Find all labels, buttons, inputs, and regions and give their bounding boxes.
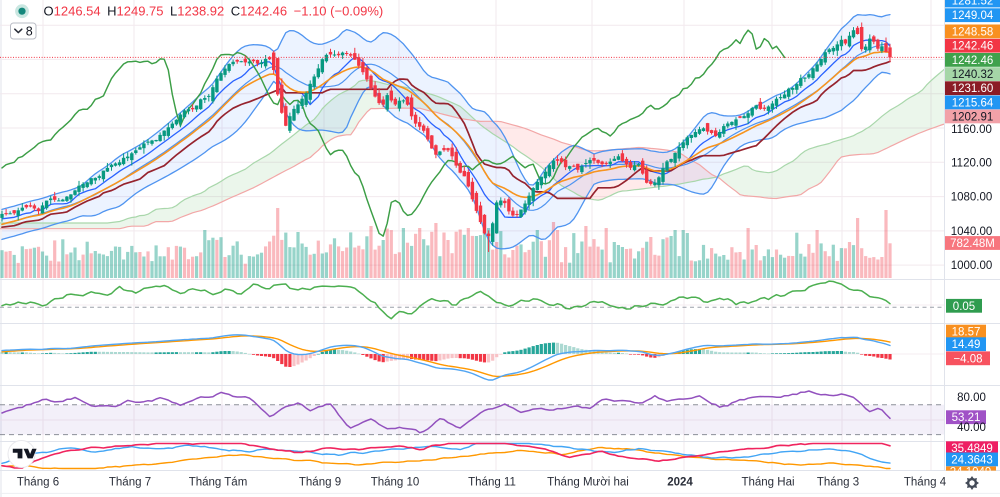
svg-text:1160.00: 1160.00 <box>951 124 992 136</box>
svg-text:1248.58: 1248.58 <box>952 26 994 38</box>
svg-text:8: 8 <box>26 25 33 39</box>
svg-text:Tháng 6: Tháng 6 <box>17 477 59 489</box>
svg-text:1231.60: 1231.60 <box>952 83 994 95</box>
svg-text:1120.00: 1120.00 <box>951 157 992 169</box>
svg-text:53.21: 53.21 <box>952 412 981 424</box>
svg-text:1215.64: 1215.64 <box>952 97 994 109</box>
svg-text:Tháng 11: Tháng 11 <box>468 477 516 489</box>
svg-text:1242.46: 1242.46 <box>952 55 994 67</box>
svg-text:24.1049: 24.1049 <box>950 467 992 479</box>
svg-text:O1246.54 H1249.75 L1238.92 C12: O1246.54 H1249.75 L1238.92 C1242.46 −1.1… <box>44 3 384 18</box>
svg-text:1240.32: 1240.32 <box>952 69 994 81</box>
svg-text:1202.91: 1202.91 <box>952 111 994 123</box>
svg-text:Tháng 10: Tháng 10 <box>371 477 420 489</box>
svg-text:24.3643: 24.3643 <box>951 454 993 466</box>
svg-text:18.57: 18.57 <box>952 327 981 339</box>
svg-text:80.00: 80.00 <box>957 392 986 404</box>
svg-text:Tháng Hai: Tháng Hai <box>741 477 794 489</box>
svg-text:14.49: 14.49 <box>952 339 981 351</box>
svg-text:Tháng Mười hai: Tháng Mười hai <box>547 477 629 489</box>
svg-text:−4.08: −4.08 <box>953 353 982 365</box>
svg-text:1080.00: 1080.00 <box>951 192 993 204</box>
svg-text:1281.52: 1281.52 <box>952 0 994 8</box>
svg-text:Tháng Tám: Tháng Tám <box>189 477 248 489</box>
svg-text:1040.00: 1040.00 <box>951 226 993 238</box>
svg-text:Tháng 3: Tháng 3 <box>817 477 859 489</box>
svg-text:2024: 2024 <box>667 477 693 489</box>
svg-text:1242.46: 1242.46 <box>952 41 994 53</box>
svg-text:0.05: 0.05 <box>953 301 975 313</box>
svg-text:Tháng 7: Tháng 7 <box>109 477 151 489</box>
svg-text:1249.04: 1249.04 <box>952 10 994 22</box>
svg-text:40.00: 40.00 <box>957 422 986 434</box>
svg-text:Tháng 9: Tháng 9 <box>299 477 341 489</box>
svg-text:35.4849: 35.4849 <box>951 443 993 455</box>
svg-text:782.48M: 782.48M <box>950 238 995 250</box>
svg-text:Tháng 4: Tháng 4 <box>904 477 947 489</box>
svg-text:1000.00: 1000.00 <box>951 260 993 272</box>
